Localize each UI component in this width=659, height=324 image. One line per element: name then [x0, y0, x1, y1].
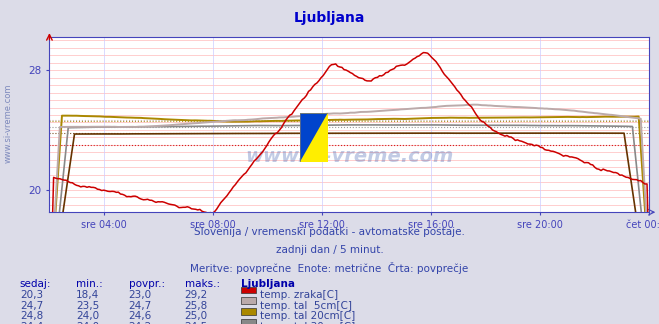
Text: 23,5: 23,5	[76, 301, 99, 311]
Text: 29,2: 29,2	[185, 290, 208, 300]
Text: 20,3: 20,3	[20, 290, 43, 300]
Text: 24,7: 24,7	[20, 301, 43, 311]
Text: 18,4: 18,4	[76, 290, 99, 300]
Text: 24,2: 24,2	[129, 322, 152, 324]
Polygon shape	[300, 113, 328, 162]
Text: maks.:: maks.:	[185, 279, 219, 289]
Text: 24,4: 24,4	[20, 322, 43, 324]
Text: Meritve: povprečne  Enote: metrične  Črta: povprečje: Meritve: povprečne Enote: metrične Črta:…	[190, 262, 469, 274]
Text: temp. tal 30cm[C]: temp. tal 30cm[C]	[260, 322, 356, 324]
Text: povpr.:: povpr.:	[129, 279, 165, 289]
Text: 24,7: 24,7	[129, 301, 152, 311]
Text: Slovenija / vremenski podatki - avtomatske postaje.: Slovenija / vremenski podatki - avtomats…	[194, 227, 465, 237]
Text: 24,5: 24,5	[185, 322, 208, 324]
Text: Ljubljana: Ljubljana	[294, 11, 365, 25]
Text: temp. tal  5cm[C]: temp. tal 5cm[C]	[260, 301, 353, 311]
Text: 24,0: 24,0	[76, 322, 99, 324]
Text: temp. zraka[C]: temp. zraka[C]	[260, 290, 339, 300]
Text: sedaj:: sedaj:	[20, 279, 51, 289]
Text: temp. tal 20cm[C]: temp. tal 20cm[C]	[260, 311, 356, 321]
Text: min.:: min.:	[76, 279, 103, 289]
Text: Ljubljana: Ljubljana	[241, 279, 295, 289]
Text: 24,6: 24,6	[129, 311, 152, 321]
Text: 25,0: 25,0	[185, 311, 208, 321]
Text: 24,8: 24,8	[20, 311, 43, 321]
Text: zadnji dan / 5 minut.: zadnji dan / 5 minut.	[275, 245, 384, 255]
Text: www.si-vreme.com: www.si-vreme.com	[245, 147, 453, 166]
Text: 24,0: 24,0	[76, 311, 99, 321]
Text: www.si-vreme.com: www.si-vreme.com	[3, 83, 13, 163]
Text: 23,0: 23,0	[129, 290, 152, 300]
Polygon shape	[300, 113, 328, 162]
Text: 25,8: 25,8	[185, 301, 208, 311]
